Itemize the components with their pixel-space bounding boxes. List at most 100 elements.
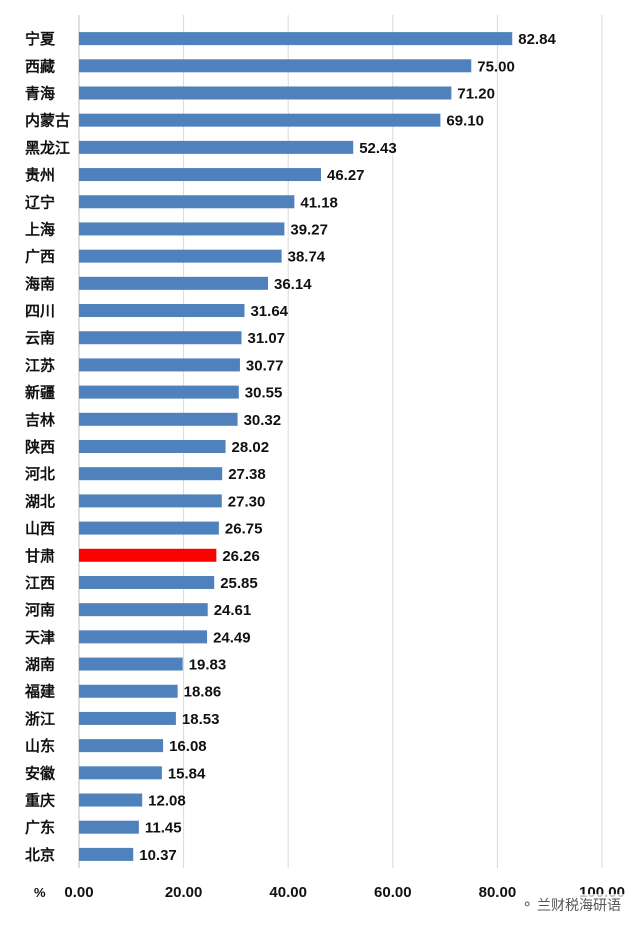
x-tick-label: 0.00 <box>64 884 93 901</box>
data-label: 30.32 <box>244 412 282 429</box>
data-label: 31.64 <box>250 303 288 320</box>
category-label: 北京 <box>25 846 55 864</box>
bar <box>79 820 139 834</box>
category-label: 山东 <box>25 737 55 755</box>
bar <box>79 385 239 399</box>
category-label: 宁夏 <box>25 30 56 48</box>
bar <box>79 711 176 725</box>
data-label: 38.74 <box>288 249 326 266</box>
data-label: 39.27 <box>290 221 328 238</box>
category-label: 广东 <box>25 819 55 837</box>
bars <box>79 32 513 861</box>
data-label: 28.02 <box>232 439 270 456</box>
data-label: 75.00 <box>477 58 515 75</box>
wechat-icon: ⚬ <box>521 897 533 913</box>
category-labels: 宁夏西藏青海内蒙古黑龙江贵州辽宁上海广西海南四川云南江苏新疆吉林陕西河北湖北山西… <box>24 30 70 864</box>
x-tick-label: 40.00 <box>269 884 307 901</box>
category-label: 江苏 <box>25 356 55 374</box>
data-label: 30.77 <box>246 357 284 374</box>
data-label: 12.08 <box>148 793 186 810</box>
bar <box>79 630 208 644</box>
bar <box>79 603 208 617</box>
data-label: 26.26 <box>222 548 260 565</box>
x-tick-label: 60.00 <box>374 884 412 901</box>
category-label: 河南 <box>25 601 55 619</box>
category-label: 四川 <box>25 302 55 320</box>
watermark-text: 兰财税海研语 <box>537 898 621 914</box>
data-label: 82.84 <box>518 31 556 48</box>
category-label: 内蒙古 <box>25 112 70 130</box>
gridlines <box>78 15 603 868</box>
bar <box>79 494 222 508</box>
category-label: 河北 <box>25 465 55 483</box>
data-label: 16.08 <box>169 738 207 755</box>
bar <box>79 548 217 562</box>
category-label: 吉林 <box>25 411 56 429</box>
data-label: 19.83 <box>189 657 227 674</box>
category-label: 安徽 <box>25 764 56 782</box>
bar <box>79 32 513 46</box>
data-label: 27.38 <box>228 466 266 483</box>
data-label: 11.45 <box>145 820 182 837</box>
data-label: 15.84 <box>168 765 206 782</box>
bar <box>79 847 134 861</box>
bar <box>79 59 472 73</box>
watermark: ⚬ 兰财税海研语 <box>518 894 624 916</box>
category-label: 陕西 <box>25 438 55 456</box>
category-label: 新疆 <box>25 384 55 402</box>
bar <box>79 140 354 154</box>
category-label: 辽宁 <box>25 193 55 211</box>
bar <box>79 249 282 263</box>
data-label: 10.37 <box>139 847 177 864</box>
category-label: 上海 <box>25 220 55 238</box>
data-label: 31.07 <box>247 330 285 347</box>
category-label: 黑龙江 <box>25 139 70 157</box>
data-label: 24.49 <box>213 629 251 646</box>
category-label: 甘肃 <box>25 547 55 565</box>
category-label: 西藏 <box>25 57 55 75</box>
category-label: 重庆 <box>25 792 55 810</box>
bar <box>79 276 269 290</box>
bar <box>79 575 215 589</box>
category-label: 天津 <box>25 628 55 646</box>
category-label: 山西 <box>25 520 55 538</box>
data-label: 71.20 <box>457 85 495 102</box>
data-label: 25.85 <box>220 575 258 592</box>
bar <box>79 793 143 807</box>
x-tick-label: 20.00 <box>165 884 203 901</box>
bar <box>79 521 219 535</box>
x-axis-ticks: 0.00 20.00 40.00 60.00 80.00 100.00 <box>64 884 625 901</box>
bar <box>79 358 240 372</box>
data-label: 69.10 <box>446 113 484 130</box>
data-label: 24.61 <box>214 602 252 619</box>
category-label: 海南 <box>25 275 55 293</box>
bar <box>79 766 162 780</box>
category-label: 浙江 <box>25 710 55 728</box>
category-label: 贵州 <box>25 166 55 184</box>
x-tick-label: 80.00 <box>479 884 517 901</box>
category-label: 湖南 <box>25 656 55 674</box>
category-label: 云南 <box>25 329 55 347</box>
bar <box>79 222 285 236</box>
data-label: 27.30 <box>228 493 266 510</box>
bar <box>79 113 441 127</box>
category-label: 青海 <box>25 84 55 102</box>
bar <box>79 739 164 753</box>
bar <box>79 86 452 100</box>
category-label: 湖北 <box>25 492 55 510</box>
data-label: 52.43 <box>359 140 397 157</box>
unit-label: % <box>34 885 46 900</box>
bar <box>79 412 238 426</box>
bar <box>79 331 242 345</box>
data-label: 41.18 <box>300 194 338 211</box>
bar <box>79 657 183 671</box>
data-label: 26.75 <box>225 521 263 538</box>
data-label: 18.86 <box>184 684 222 701</box>
category-label: 江西 <box>25 574 55 592</box>
category-label: 福建 <box>24 683 56 701</box>
bar <box>79 304 245 318</box>
data-label: 46.27 <box>327 167 365 184</box>
bar <box>79 195 295 209</box>
bar <box>79 467 223 481</box>
